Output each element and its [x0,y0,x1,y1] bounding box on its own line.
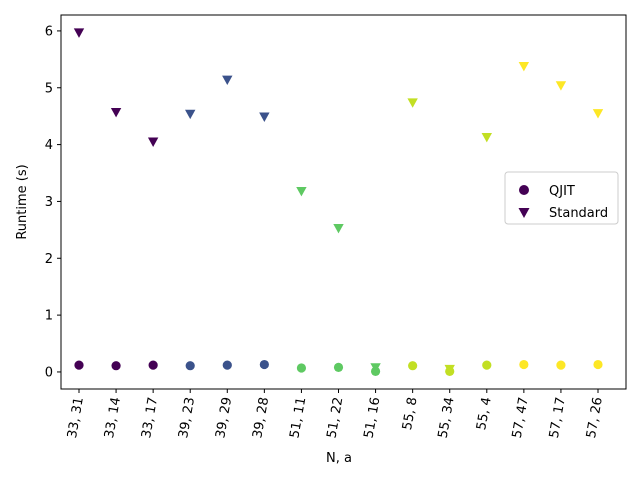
x-axis-label: N, a [326,451,352,466]
standard-point [518,61,530,72]
x-tick-label: 33, 17 [139,396,161,439]
standard-point [73,28,85,38]
x-tick-label: 55, 34 [436,396,458,439]
qjit-point [519,359,529,370]
data-marks [73,28,604,376]
x-tick-label: 39, 28 [250,396,272,439]
qjit-point [593,359,603,370]
x-axis: 33, 31 33, 14 33, 17 39, 23 39, 29 39, 28 51, … [65,389,606,439]
standard-point [407,98,418,108]
standard-point [370,363,381,373]
standard-point [147,137,159,147]
qjit-point [185,361,195,371]
legend-qjit-marker [519,185,529,195]
y-axis-label: Runtime (s) [15,164,30,239]
x-tick-label: 39, 29 [213,396,235,439]
y-tick-label: 5 [45,81,53,96]
standard-point [333,223,344,234]
standard-point [481,133,492,143]
y-axis: 0 1 2 3 4 5 6 [45,24,61,380]
plot-frame [60,14,627,390]
standard-point [110,107,122,118]
legend-standard-marker [518,208,530,218]
y-tick-label: 6 [45,24,53,39]
qjit-point [333,362,344,373]
y-tick-label: 4 [45,138,53,153]
y-tick-label: 1 [45,309,53,324]
legend-standard-label: Standard [549,206,608,221]
standard-point [555,81,567,91]
x-tick-label: 39, 23 [176,396,198,439]
x-tick-label: 51, 16 [362,396,384,439]
qjit-point [408,361,418,371]
standard-point [592,109,604,119]
x-tick-label: 55, 8 [400,396,421,431]
qjit-point [74,360,84,370]
x-tick-label: 51, 22 [324,396,346,439]
x-tick-label: 51, 11 [287,396,309,439]
standard-point [222,75,233,85]
legend-qjit-label: QJIT [549,184,575,199]
qjit-point [222,360,232,370]
qjit-point [259,359,269,370]
x-tick-label: 57, 47 [510,396,532,439]
qjit-point [148,360,158,370]
x-tick-label: 33, 31 [65,396,87,439]
qjit-point [482,360,492,370]
standard-point [259,112,270,122]
x-tick-label: 57, 26 [584,396,606,439]
x-tick-label: 57, 17 [547,396,569,439]
qjit-point [111,361,121,371]
standard-point [185,109,196,120]
standard-point [296,187,307,197]
y-tick-label: 3 [45,195,53,210]
legend-box [504,171,619,225]
qjit-point [556,360,566,370]
y-tick-label: 2 [45,252,53,267]
y-tick-label: 0 [45,365,53,380]
legend: QJIT Standard [504,171,619,225]
x-tick-label: 55, 4 [474,396,495,431]
standard-point [444,364,455,375]
x-tick-label: 33, 14 [102,396,124,439]
qjit-point [296,363,307,373]
